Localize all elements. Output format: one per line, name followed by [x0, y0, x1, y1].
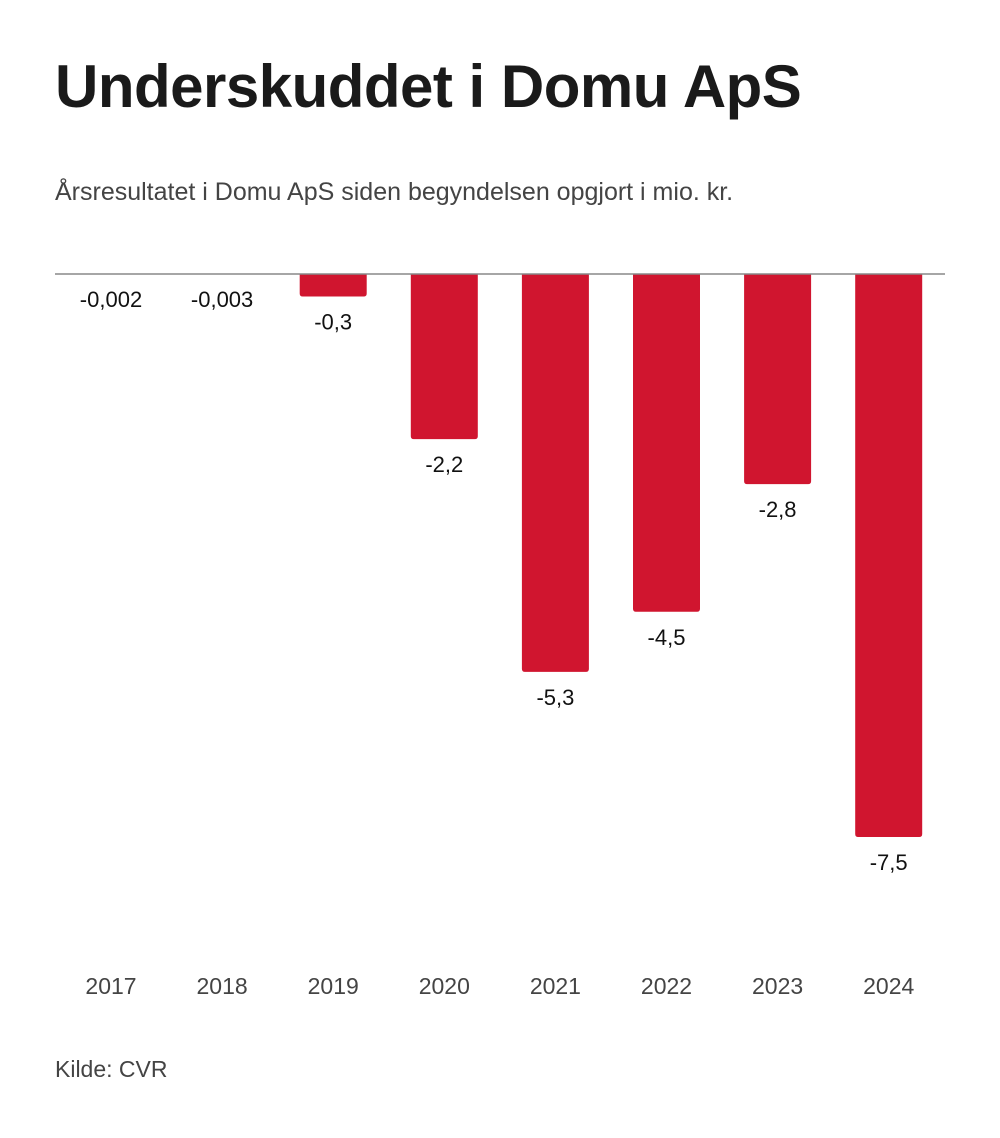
chart-title: Underskuddet i Domu ApS	[55, 53, 802, 120]
x-tick-2022: 2022	[641, 973, 692, 999]
x-tick-2019: 2019	[308, 973, 359, 999]
x-tick-2024: 2024	[863, 973, 914, 999]
bar-2020	[410, 274, 478, 440]
source-note: Kilde: CVR	[55, 1056, 168, 1082]
bar-2019	[299, 274, 367, 297]
bar-2024	[855, 274, 923, 837]
value-label-2020: -2,2	[425, 452, 463, 477]
x-tick-2023: 2023	[752, 973, 803, 999]
x-tick-2021: 2021	[530, 973, 581, 999]
x-tick-2018: 2018	[197, 973, 248, 999]
value-label-2018: -0,003	[191, 287, 253, 312]
value-label-2019: -0,3	[314, 310, 352, 335]
bar-2023	[744, 274, 812, 485]
value-label-2023: -2,8	[759, 497, 797, 522]
value-label-2021: -5,3	[536, 685, 574, 710]
value-label-2022: -4,5	[648, 625, 686, 650]
bar-2022	[633, 274, 700, 612]
x-tick-2017: 2017	[85, 973, 136, 999]
bar-2021	[521, 274, 589, 672]
value-label-2024: -7,5	[870, 850, 908, 875]
value-label-2017: -0,002	[80, 287, 142, 312]
x-tick-2020: 2020	[419, 973, 470, 999]
chart-subtitle: Årsresultatet i Domu ApS siden begyndels…	[55, 178, 734, 206]
